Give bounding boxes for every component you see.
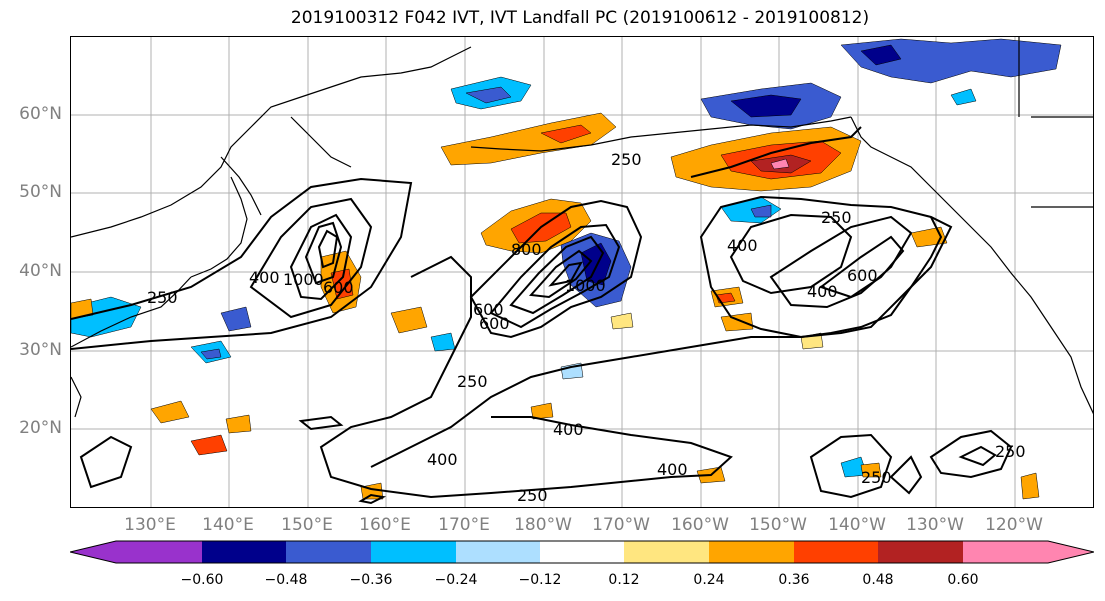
lon-label-160e: 160°E bbox=[359, 515, 411, 535]
colorbar-bin bbox=[878, 541, 963, 563]
contour-label: 250 bbox=[861, 468, 892, 487]
contour-label: 250 bbox=[611, 150, 642, 169]
colorbar-tick: 0.12 bbox=[608, 572, 640, 588]
colorbar-tick: 0.36 bbox=[778, 572, 810, 588]
lon-label-150e: 150°E bbox=[281, 515, 333, 535]
contour-label: 1000 bbox=[283, 270, 324, 289]
lon-label-180w: 180°W bbox=[514, 515, 572, 535]
colorbar-tick: −0.36 bbox=[349, 572, 393, 588]
contour-label: 400 bbox=[249, 268, 280, 287]
colorbar-bin bbox=[794, 541, 878, 563]
contour-label: 400 bbox=[427, 450, 458, 469]
contour-label: 600 bbox=[323, 278, 354, 297]
lat-label-40n: 40°N bbox=[19, 261, 62, 281]
lon-label-130w: 130°W bbox=[906, 515, 964, 535]
lat-label-20n: 20°N bbox=[19, 418, 62, 438]
colorbar-bin bbox=[371, 541, 456, 563]
colorbar-bin bbox=[963, 541, 1094, 563]
contour-label: 250 bbox=[995, 442, 1026, 461]
contour-label: 800 bbox=[511, 240, 542, 259]
contour-label: 250 bbox=[147, 288, 178, 307]
colorbar-tick: −0.60 bbox=[180, 572, 224, 588]
colorbar bbox=[70, 540, 1094, 564]
lon-label-130e: 130°E bbox=[124, 515, 176, 535]
contour-label: 600 bbox=[847, 266, 878, 285]
colorbar-bin bbox=[456, 541, 540, 563]
contour-label: 1000 bbox=[565, 276, 606, 295]
colorbar-tick: 0.60 bbox=[947, 572, 979, 588]
contour-label: 400 bbox=[807, 282, 838, 301]
contour-label: 250 bbox=[517, 486, 548, 505]
map-canvas: 250 250 250 250 250 250 250 400 400 400 … bbox=[71, 37, 1093, 507]
contour-label: 400 bbox=[657, 460, 688, 479]
colorbar-bin bbox=[202, 541, 286, 563]
colorbar-tick: −0.12 bbox=[518, 572, 562, 588]
coastlines bbox=[71, 37, 1093, 418]
lat-label-60n: 60°N bbox=[19, 104, 62, 124]
colorbar-bins bbox=[70, 541, 1094, 563]
graticule bbox=[71, 37, 1093, 507]
lat-label-50n: 50°N bbox=[19, 182, 62, 202]
lon-label-160w: 160°W bbox=[671, 515, 729, 535]
contour-labels: 250 250 250 250 250 250 250 400 400 400 … bbox=[147, 150, 1026, 505]
contour-label: 600 bbox=[473, 300, 504, 319]
negative-pc-shading bbox=[71, 38, 1062, 478]
lon-label-140e: 140°E bbox=[202, 515, 254, 535]
ivt-contours bbox=[71, 126, 1013, 505]
colorbar-bin bbox=[624, 541, 709, 563]
colorbar-bin bbox=[709, 541, 794, 563]
contour-label: 250 bbox=[457, 372, 488, 391]
contour-label: 600 bbox=[479, 314, 510, 333]
contour-label: 400 bbox=[553, 420, 584, 439]
lon-label-170w: 170°W bbox=[592, 515, 650, 535]
colorbar-bin bbox=[70, 541, 202, 563]
lon-label-170e: 170°E bbox=[438, 515, 490, 535]
colorbar-tick: −0.24 bbox=[434, 572, 478, 588]
colorbar-tick: 0.24 bbox=[693, 572, 725, 588]
lon-label-120w: 120°W bbox=[985, 515, 1043, 535]
colorbar-tick: −0.48 bbox=[264, 572, 308, 588]
colorbar-bin bbox=[286, 541, 371, 563]
colorbar-tick: 0.48 bbox=[862, 572, 894, 588]
contour-label: 250 bbox=[821, 208, 852, 227]
lon-label-150w: 150°W bbox=[749, 515, 807, 535]
contour-label: 400 bbox=[727, 236, 758, 255]
lat-label-30n: 30°N bbox=[19, 340, 62, 360]
map-panel: 250 250 250 250 250 250 250 400 400 400 … bbox=[70, 36, 1094, 508]
map-title: 2019100312 F042 IVT, IVT Landfall PC (20… bbox=[290, 8, 870, 28]
colorbar-bin bbox=[540, 541, 624, 563]
lon-label-140w: 140°W bbox=[828, 515, 886, 535]
